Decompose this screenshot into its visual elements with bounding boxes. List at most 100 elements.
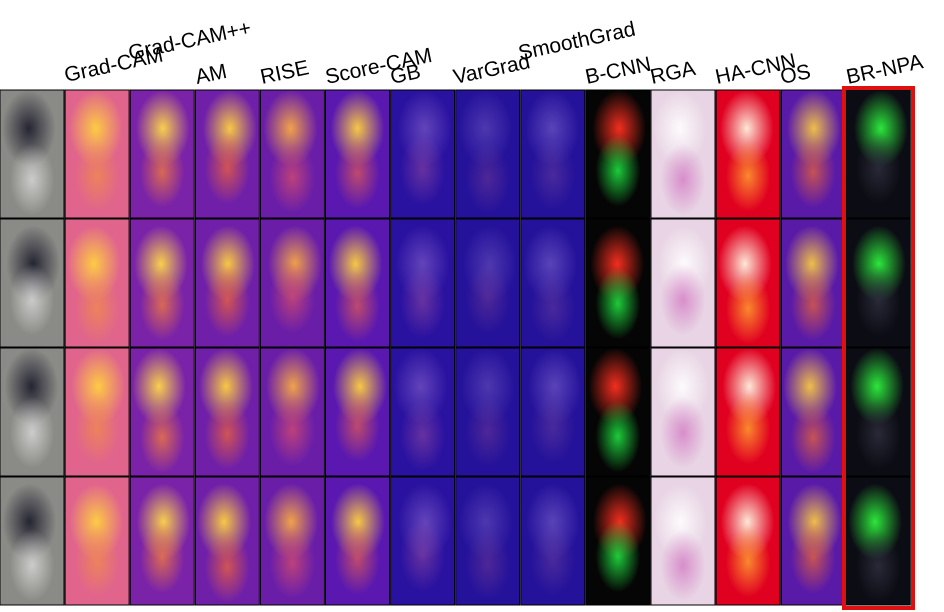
saliency-blob xyxy=(400,133,445,206)
saliency-blob xyxy=(204,530,250,603)
saliency-blob xyxy=(790,136,836,208)
cell-border xyxy=(715,347,781,477)
cell-border xyxy=(259,476,325,606)
saliency-blob xyxy=(139,521,185,594)
image-cell xyxy=(520,476,586,606)
image-cell xyxy=(845,89,911,219)
saliency-blob xyxy=(725,139,771,212)
cell-border xyxy=(259,347,325,477)
image-cell xyxy=(585,218,651,348)
saliency-blob xyxy=(9,263,55,336)
image-cell xyxy=(325,347,390,477)
column-label: Grad-CAM++ xyxy=(126,16,253,64)
saliency-blob xyxy=(9,143,55,216)
cell-border xyxy=(520,89,586,219)
cell-border xyxy=(650,476,716,606)
image-cell xyxy=(715,218,781,348)
image-cell xyxy=(650,476,716,606)
image-cell xyxy=(715,347,781,477)
cell-border xyxy=(715,218,781,348)
image-cell xyxy=(780,218,846,348)
saliency-blob xyxy=(855,397,901,470)
cell-border xyxy=(390,347,456,477)
image-grid xyxy=(0,89,911,606)
image-cell xyxy=(194,476,260,606)
saliency-blob xyxy=(790,521,836,594)
saliency-blob xyxy=(660,143,706,216)
saliency-blob xyxy=(725,392,771,465)
image-cell xyxy=(780,89,846,219)
image-cell xyxy=(390,476,456,606)
saliency-blob xyxy=(74,272,120,345)
saliency-blob xyxy=(855,265,901,337)
image-cell xyxy=(325,89,390,219)
saliency-blob xyxy=(270,141,315,213)
cell-border xyxy=(259,89,325,219)
image-cell xyxy=(715,89,781,219)
saliency-blob xyxy=(595,267,641,340)
saliency-blob xyxy=(74,139,120,212)
saliency-blob xyxy=(204,265,250,337)
saliency-blob xyxy=(855,132,901,204)
image-cell xyxy=(194,89,260,219)
image-cell xyxy=(520,347,586,477)
cell-border xyxy=(455,218,521,348)
image-cell xyxy=(64,218,130,348)
saliency-blob xyxy=(9,529,55,602)
saliency-blob xyxy=(139,401,185,474)
image-cell xyxy=(390,89,456,219)
cell-border xyxy=(0,89,65,219)
saliency-blob xyxy=(335,270,380,342)
column-label: OS xyxy=(778,60,812,89)
saliency-blob xyxy=(595,400,641,473)
cell-border xyxy=(455,476,521,606)
column-label: AM xyxy=(193,60,229,89)
image-cell xyxy=(780,347,846,477)
saliency-blob xyxy=(660,263,706,336)
cell-border xyxy=(194,89,260,219)
cell-border xyxy=(650,89,716,219)
image-cell xyxy=(650,347,716,477)
saliency-blob xyxy=(132,348,186,425)
saliency-blob xyxy=(74,525,120,598)
cell-border xyxy=(325,347,390,477)
saliency-blob xyxy=(204,397,250,470)
saliency-blob xyxy=(530,524,576,597)
saliency-blob xyxy=(465,142,511,215)
saliency-blob xyxy=(335,523,380,595)
saliency-blob xyxy=(204,132,250,204)
cell-border xyxy=(129,476,195,606)
saliency-blob xyxy=(9,396,55,469)
image-cell xyxy=(325,218,390,348)
cell-border xyxy=(845,476,911,606)
image-cell xyxy=(259,347,325,477)
cell-border xyxy=(520,218,586,348)
column-label: RGA xyxy=(648,57,697,89)
cell-border xyxy=(585,218,651,348)
saliency-blob xyxy=(139,136,185,208)
image-cell xyxy=(259,218,325,348)
saliency-blob xyxy=(660,396,706,469)
cell-border xyxy=(64,476,130,606)
highlight-box xyxy=(842,86,915,610)
saliency-blob xyxy=(270,394,315,466)
saliency-blob xyxy=(270,526,315,599)
cell-border xyxy=(129,218,195,348)
cell-border xyxy=(390,476,456,606)
image-cell xyxy=(650,218,716,348)
cell-border xyxy=(64,347,130,477)
cell-border xyxy=(650,347,716,477)
saliency-blob xyxy=(790,401,836,474)
image-cell xyxy=(455,476,521,606)
cell-border xyxy=(64,89,130,219)
column-label: RISE xyxy=(258,56,311,89)
image-cell xyxy=(64,476,130,606)
cell-border xyxy=(194,476,260,606)
image-cell xyxy=(455,218,521,348)
saliency-blob xyxy=(530,138,576,211)
cell-border xyxy=(0,218,65,348)
cell-border xyxy=(585,89,651,219)
image-cell xyxy=(845,476,911,606)
